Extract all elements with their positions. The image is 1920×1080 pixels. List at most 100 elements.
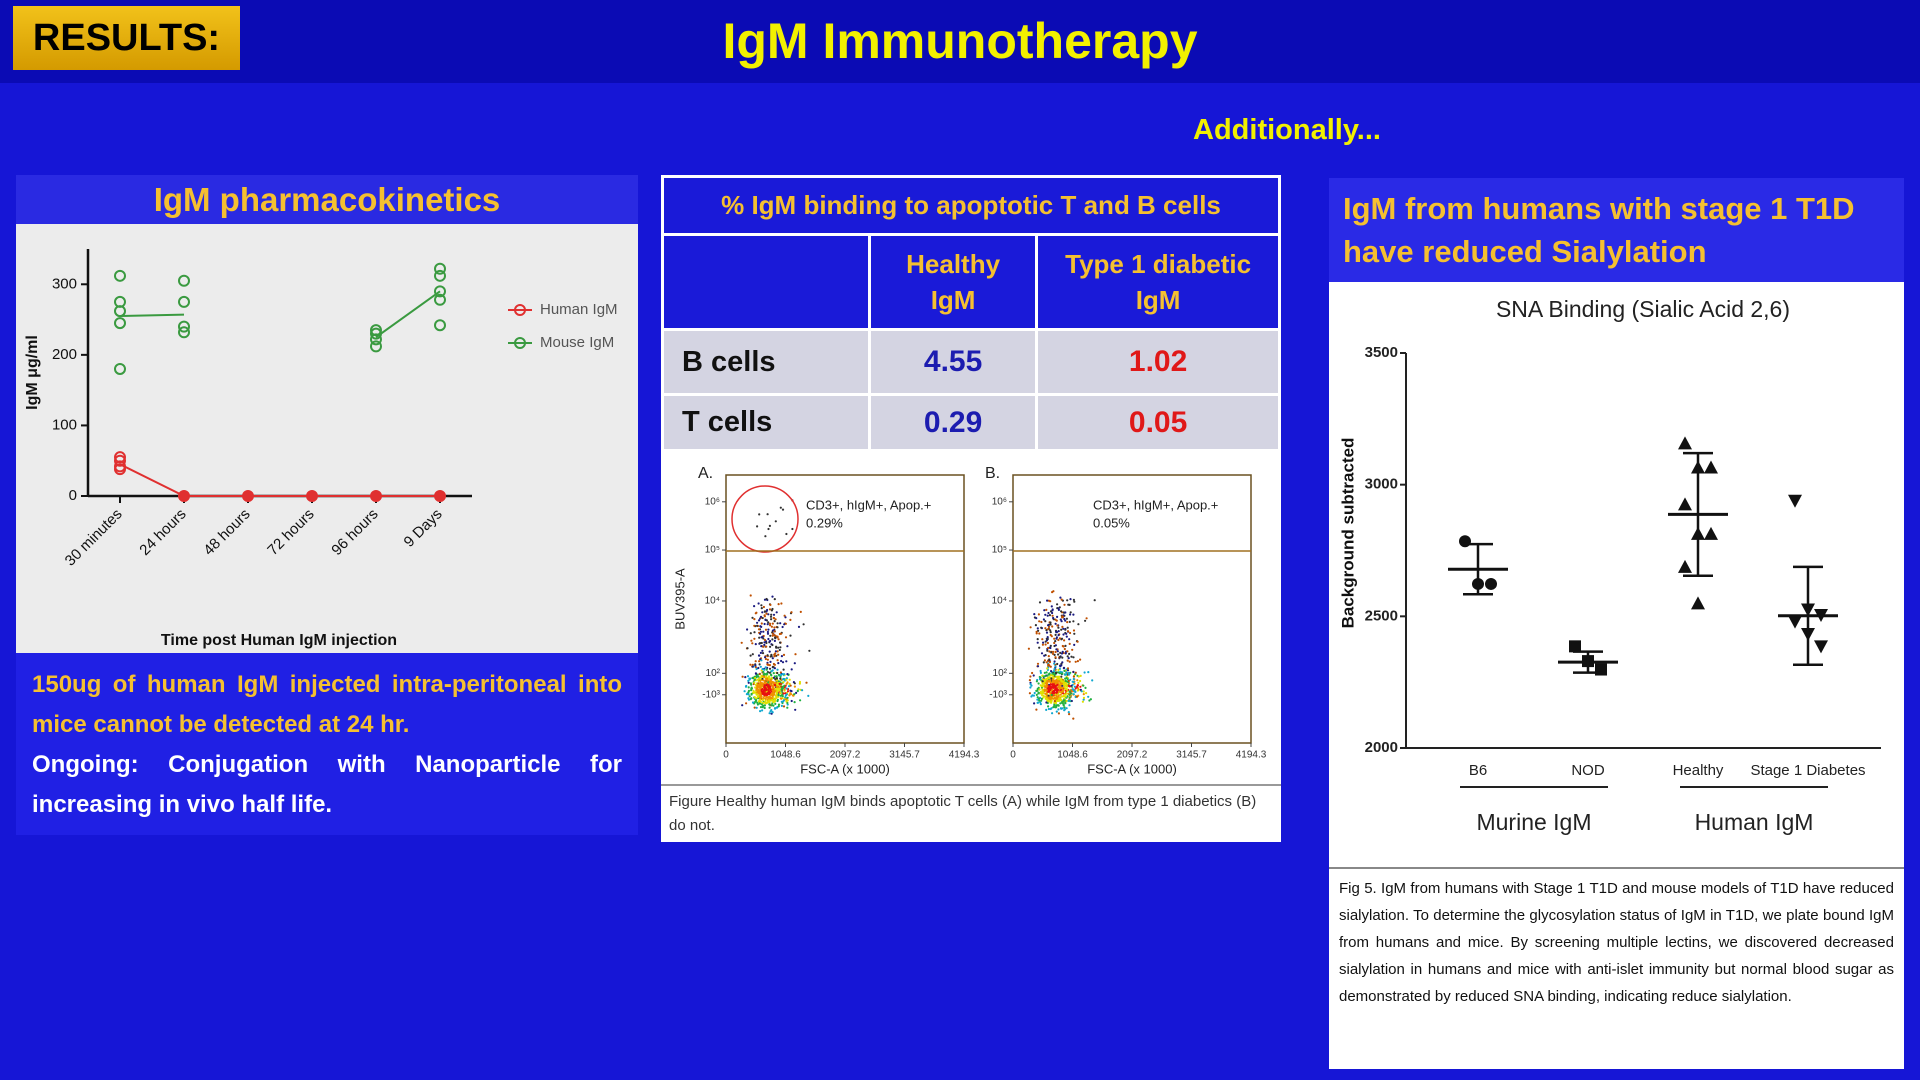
event-dot <box>801 689 804 692</box>
event-dot <box>1038 601 1042 604</box>
event-dot <box>782 699 786 702</box>
event-dot <box>760 607 763 610</box>
chart-title: SNA Binding (Sialic Acid 2,6) <box>1496 296 1790 322</box>
event-dot <box>1065 617 1068 620</box>
event-dot <box>1073 643 1076 646</box>
event-dot <box>773 620 776 623</box>
event-dot <box>779 641 782 644</box>
event-dot <box>744 685 748 688</box>
x-tick-label: 2097.2 <box>1117 750 1148 761</box>
event-dot <box>779 692 782 695</box>
event-dot <box>1060 637 1064 640</box>
event-dot <box>765 668 768 671</box>
event-dot <box>765 645 768 648</box>
event-dot <box>780 632 783 635</box>
event-dot <box>761 635 764 638</box>
event-dot <box>1068 652 1071 655</box>
event-dot <box>1049 674 1052 677</box>
event-dot <box>1059 688 1063 691</box>
event-dot <box>789 693 793 696</box>
x-tick-label: 1048.6 <box>770 750 801 761</box>
y-tick-label: 10⁶ <box>992 496 1007 507</box>
event-dot <box>1077 623 1080 626</box>
event-dot <box>1060 695 1063 698</box>
event-dot <box>1054 665 1057 668</box>
event-dot <box>1048 658 1051 661</box>
event-dot <box>756 686 759 689</box>
event-dot <box>788 678 791 681</box>
event-dot <box>1064 681 1067 684</box>
event-dot <box>1072 629 1076 632</box>
event-dot <box>769 678 772 681</box>
event-dot <box>1059 690 1062 693</box>
event-dot <box>788 682 791 685</box>
event-dot <box>764 666 767 669</box>
event-dot <box>770 704 773 707</box>
event-dot <box>1035 632 1038 635</box>
event-dot <box>775 687 778 690</box>
event-dot <box>802 623 805 626</box>
binding-table: % IgM binding to apoptotic T and B cells… <box>661 175 1281 452</box>
event-dot <box>1066 659 1069 662</box>
event-dot <box>751 663 754 666</box>
event-dot <box>773 598 776 601</box>
event-dot <box>780 704 783 707</box>
event-dot <box>1060 628 1063 631</box>
event-dot <box>1050 651 1053 654</box>
event-dot <box>777 603 780 606</box>
event-dot <box>799 699 802 702</box>
event-dot <box>1051 614 1054 617</box>
event-dot <box>749 594 752 597</box>
event-dot <box>1074 690 1077 693</box>
event-dot <box>1040 652 1044 655</box>
event-dot <box>1044 643 1047 646</box>
data-point <box>1704 526 1718 540</box>
event-dot <box>1054 681 1057 685</box>
data-point <box>114 295 126 308</box>
event-dot <box>1067 603 1070 606</box>
event-dot <box>1064 652 1067 655</box>
event-dot <box>759 692 762 695</box>
event-dot <box>781 678 785 681</box>
y-tick-label: 3000 <box>1365 476 1398 493</box>
event-dot <box>767 613 770 616</box>
event-dot <box>1070 699 1073 703</box>
event-dot <box>749 663 752 666</box>
event-dot <box>797 625 801 628</box>
table-header-row: Healthy IgM Type 1 diabetic IgM <box>661 233 1281 331</box>
y-tick-label: 200 <box>52 346 77 363</box>
event-dot <box>760 645 763 648</box>
event-dot <box>1045 661 1048 664</box>
event-dot <box>780 688 783 691</box>
event-dot <box>770 625 773 628</box>
event-dot <box>1043 654 1046 657</box>
data-point <box>178 326 190 339</box>
x-tick-label: 3145.7 <box>1176 750 1207 761</box>
event-dot <box>757 675 760 678</box>
event-dot <box>1063 709 1066 712</box>
event-dot <box>1074 671 1077 674</box>
event-dot <box>769 645 772 648</box>
event-dot <box>760 625 763 628</box>
event-dot <box>763 672 766 675</box>
event-dot <box>769 615 773 618</box>
event-dot <box>1057 690 1060 694</box>
event-dot <box>1061 615 1065 619</box>
event-dot <box>1033 613 1036 616</box>
event-dot <box>754 666 757 669</box>
event-dot <box>782 692 785 695</box>
data-point <box>306 490 318 502</box>
event-dot <box>1037 686 1040 689</box>
event-dot <box>776 622 779 625</box>
event-dot <box>1088 699 1091 702</box>
event-dot <box>1056 683 1059 686</box>
event-dot <box>766 661 769 664</box>
event-dot <box>775 645 778 648</box>
event-dot <box>1039 669 1042 673</box>
event-dot <box>777 695 780 698</box>
event-dot <box>766 623 769 626</box>
event-dot <box>766 701 769 704</box>
legend-marker <box>514 337 526 349</box>
event-dot <box>1067 657 1070 660</box>
event-dot <box>776 689 779 692</box>
